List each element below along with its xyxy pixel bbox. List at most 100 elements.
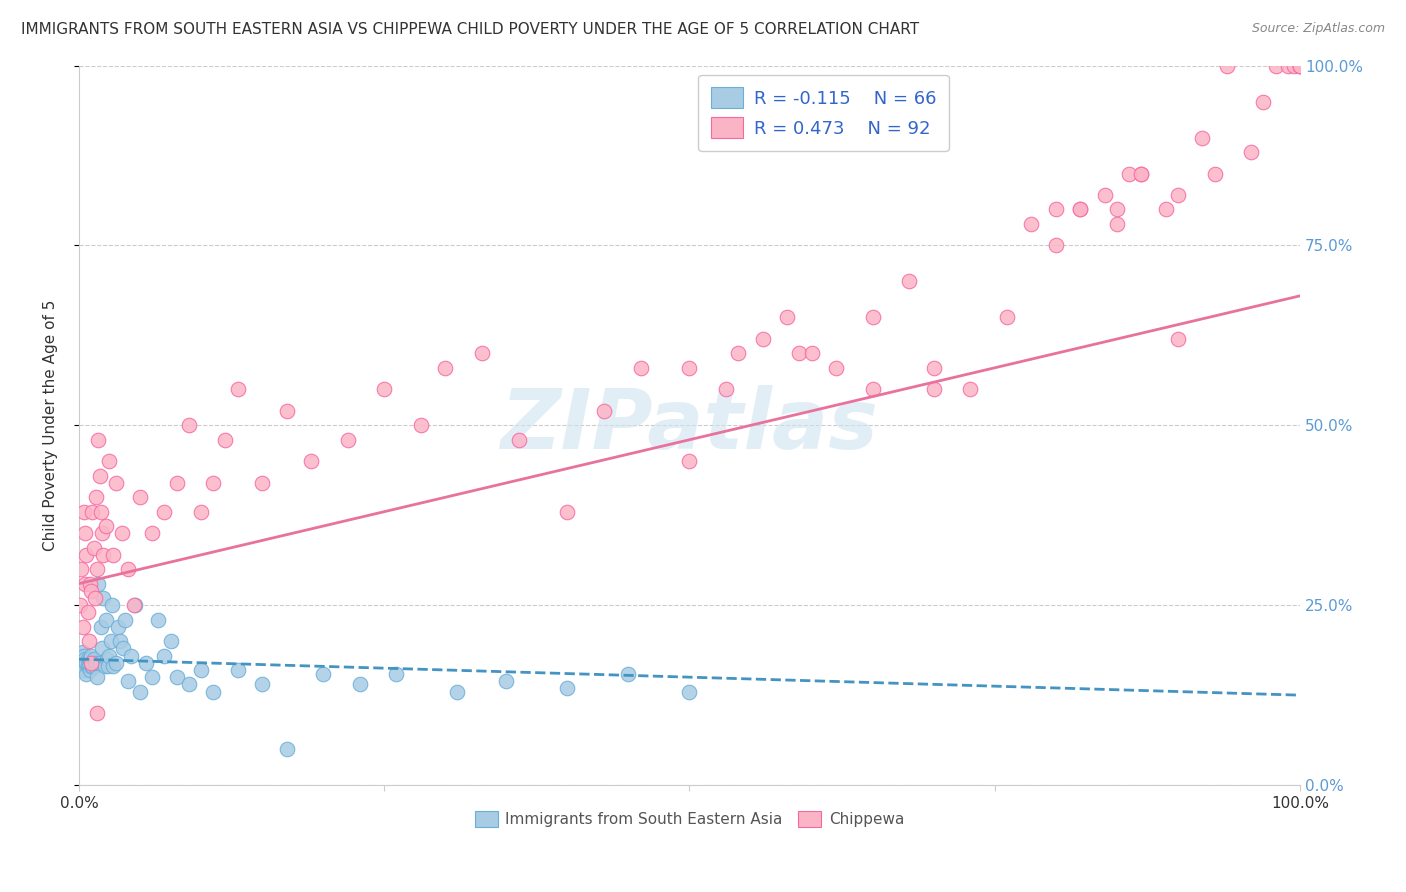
Point [93,659,115,673]
Point [93,548,115,562]
Point [1216,59,1239,73]
Point [862,383,884,397]
Point [120,648,142,663]
Point [1240,145,1263,159]
Point [226,383,249,397]
Point [80,583,103,598]
Point [1167,188,1189,202]
Point [166,475,188,490]
Point [862,310,884,325]
Point [91,526,114,541]
Point [90,620,112,634]
Point [77,656,100,670]
Point [153,648,176,663]
Point [73,526,96,541]
Point [104,656,127,670]
Point [177,418,200,433]
Point [678,454,700,468]
Point [202,475,225,490]
Point [69,598,91,612]
Point [89,468,111,483]
Point [73,648,96,663]
Point [72,659,94,673]
Point [373,383,395,397]
Point [1204,167,1226,181]
Point [76,652,98,666]
Text: ZIPatlas: ZIPatlas [501,384,879,466]
Point [166,670,188,684]
Point [141,526,163,541]
Point [678,360,700,375]
Point [557,505,579,519]
Point [79,663,101,677]
Y-axis label: Child Poverty Under the Age of 5: Child Poverty Under the Age of 5 [44,300,58,551]
Point [90,505,112,519]
Point [214,433,236,447]
Point [495,673,517,688]
Point [630,360,652,375]
Point [70,648,93,663]
Point [122,598,145,612]
Point [446,684,468,698]
Point [276,404,298,418]
Point [1130,167,1153,181]
Point [83,652,105,666]
Point [75,666,97,681]
Point [80,648,103,663]
Point [70,656,93,670]
Point [190,663,212,677]
Point [557,681,579,695]
Point [75,656,97,670]
Point [202,684,225,698]
Point [349,677,371,691]
Point [508,433,530,447]
Point [82,659,104,673]
Point [434,360,457,375]
Point [276,742,298,756]
Point [409,418,432,433]
Point [111,641,134,656]
Legend: Immigrants from South Eastern Asia, Chippewa: Immigrants from South Eastern Asia, Chip… [467,804,911,835]
Point [124,598,146,612]
Point [93,591,115,605]
Point [141,670,163,684]
Point [98,454,121,468]
Point [84,491,107,505]
Point [959,383,981,397]
Point [751,332,773,346]
Point [1253,95,1275,109]
Point [79,576,101,591]
Point [1069,202,1091,217]
Point [96,652,118,666]
Point [1154,202,1177,217]
Point [1118,167,1140,181]
Point [1130,167,1153,181]
Point [148,613,170,627]
Point [995,310,1018,325]
Text: IMMIGRANTS FROM SOUTH EASTERN ASIA VS CHIPPEWA CHILD POVERTY UNDER THE AGE OF 5 : IMMIGRANTS FROM SOUTH EASTERN ASIA VS CH… [21,22,920,37]
Point [82,505,104,519]
Point [98,648,121,663]
Point [250,475,273,490]
Point [250,677,273,691]
Point [129,491,152,505]
Point [76,606,98,620]
Point [385,666,408,681]
Point [73,505,96,519]
Point [89,656,111,670]
Point [129,684,152,698]
Point [922,360,945,375]
Point [75,548,97,562]
Point [727,346,749,360]
Point [83,659,105,673]
Point [101,659,124,673]
Point [190,505,212,519]
Point [312,666,335,681]
Point [789,346,811,360]
Point [1264,59,1286,73]
Point [1021,217,1043,231]
Point [135,656,157,670]
Point [226,663,249,677]
Point [1094,188,1116,202]
Point [84,656,107,670]
